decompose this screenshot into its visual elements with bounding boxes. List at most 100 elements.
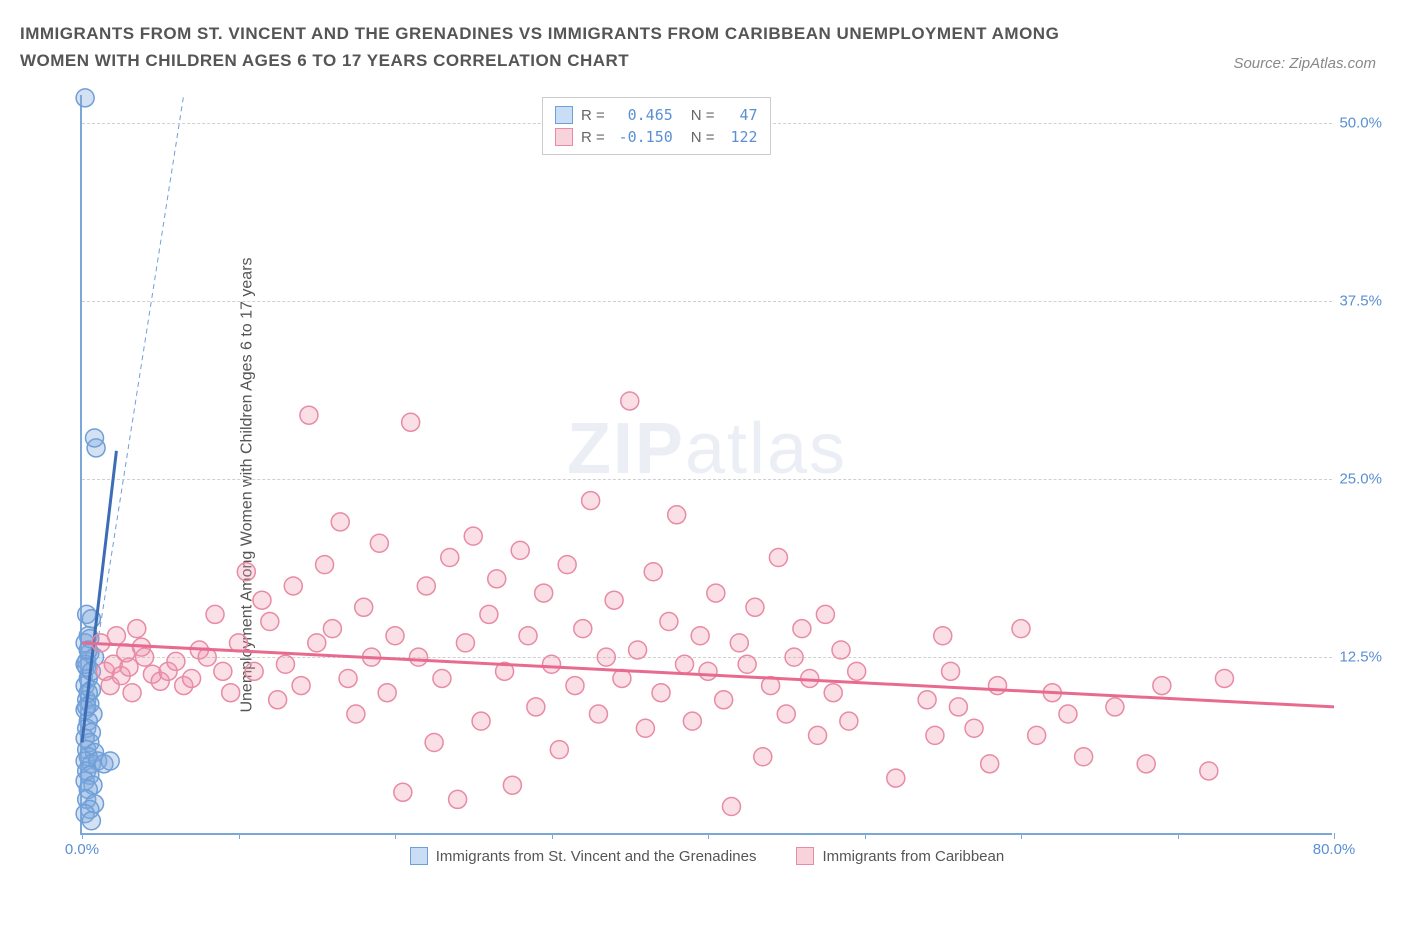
data-point (777, 705, 795, 723)
data-point (652, 684, 670, 702)
legend-n-value: 122 (723, 128, 758, 146)
data-point (754, 748, 772, 766)
scatter-plot (82, 95, 1332, 833)
data-point (934, 627, 952, 645)
x-tick (395, 833, 396, 839)
data-point (292, 677, 310, 695)
data-point (519, 627, 537, 645)
data-point (840, 712, 858, 730)
x-tick (552, 833, 553, 839)
x-tick (1178, 833, 1179, 839)
legend-swatch (410, 847, 428, 865)
data-point (323, 620, 341, 638)
data-point (417, 577, 435, 595)
data-point (1028, 726, 1046, 744)
data-point (503, 776, 521, 794)
bottom-legend-label: Immigrants from St. Vincent and the Gren… (436, 848, 757, 865)
data-point (214, 662, 232, 680)
data-point (965, 719, 983, 737)
data-point (206, 605, 224, 623)
data-point (394, 783, 412, 801)
data-point (86, 429, 104, 447)
data-point (543, 655, 561, 673)
data-point (1075, 748, 1093, 766)
data-point (699, 662, 717, 680)
data-point (308, 634, 326, 652)
data-point (441, 549, 459, 567)
data-point (480, 605, 498, 623)
bottom-legend-item: Immigrants from Caribbean (796, 847, 1004, 865)
data-point (82, 812, 100, 830)
data-point (582, 492, 600, 510)
data-point (237, 563, 255, 581)
data-point (386, 627, 404, 645)
data-point (449, 790, 467, 808)
data-point (1137, 755, 1155, 773)
legend-row: R = 0.465 N = 47 (555, 104, 758, 126)
data-point (488, 570, 506, 588)
data-point (1215, 669, 1233, 687)
data-point (644, 563, 662, 581)
x-tick (865, 833, 866, 839)
data-point (402, 413, 420, 431)
data-point (269, 691, 287, 709)
data-point (942, 662, 960, 680)
data-point (409, 648, 427, 666)
data-point (370, 534, 388, 552)
data-point (589, 705, 607, 723)
source-label: Source: ZipAtlas.com (1233, 55, 1376, 72)
data-point (123, 684, 141, 702)
data-point (222, 684, 240, 702)
legend-swatch (555, 106, 573, 124)
data-point (1200, 762, 1218, 780)
data-point (989, 677, 1007, 695)
data-point (535, 584, 553, 602)
data-point (918, 691, 936, 709)
data-point (355, 598, 373, 616)
legend-row: R = -0.150 N = 122 (555, 126, 758, 148)
data-point (316, 556, 334, 574)
y-tick-label: 37.5% (1339, 293, 1382, 310)
data-point (300, 406, 318, 424)
legend-n-label: N = (691, 129, 715, 146)
data-point (832, 641, 850, 659)
data-point (793, 620, 811, 638)
data-point (128, 620, 146, 638)
data-point (636, 719, 654, 737)
legend-swatch (796, 847, 814, 865)
legend-r-value: 0.465 (613, 106, 673, 124)
data-point (425, 734, 443, 752)
x-tick (1021, 833, 1022, 839)
data-point (433, 669, 451, 687)
legend-box: R = 0.465 N = 47 R = -0.150 N = 122 (542, 97, 771, 155)
x-tick (239, 833, 240, 839)
data-point (253, 591, 271, 609)
x-tick (1334, 833, 1335, 839)
data-point (456, 634, 474, 652)
data-point (276, 655, 294, 673)
bottom-legend-item: Immigrants from St. Vincent and the Gren… (410, 847, 757, 865)
data-point (597, 648, 615, 666)
data-point (261, 613, 279, 631)
data-point (76, 89, 94, 107)
data-point (347, 705, 365, 723)
data-point (1012, 620, 1030, 638)
bottom-legend: Immigrants from St. Vincent and the Gren… (82, 847, 1332, 865)
data-point (107, 627, 125, 645)
data-point (574, 620, 592, 638)
x-tick (82, 833, 83, 839)
data-point (824, 684, 842, 702)
data-point (621, 392, 639, 410)
data-point (848, 662, 866, 680)
data-point (738, 655, 756, 673)
data-point (1059, 705, 1077, 723)
data-point (629, 641, 647, 659)
data-point (926, 726, 944, 744)
data-point (691, 627, 709, 645)
legend-r-value: -0.150 (613, 128, 673, 146)
data-point (730, 634, 748, 652)
data-point (101, 752, 119, 770)
chart-area: Unemployment Among Women with Children A… (50, 95, 1380, 875)
data-point (101, 677, 119, 695)
data-point (660, 613, 678, 631)
